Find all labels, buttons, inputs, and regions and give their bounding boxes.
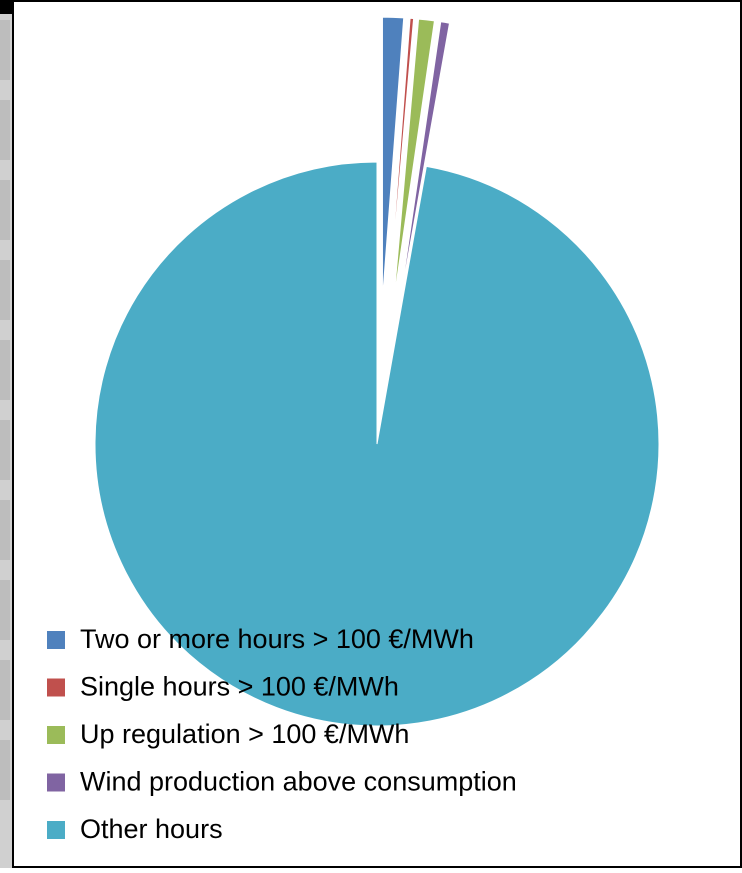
legend-label: Two or more hours > 100 €/MWh [80, 624, 474, 654]
pie [94, 16, 660, 727]
legend-swatch [47, 821, 65, 839]
legend-label: Up regulation > 100 €/MWh [80, 719, 409, 749]
legend-swatch [47, 773, 65, 792]
pie-slice [94, 161, 660, 727]
pie-slice [399, 21, 451, 301]
pie-slice [381, 16, 405, 300]
legend-swatch [47, 726, 65, 744]
side-cells [0, 20, 10, 800]
legend-swatch [47, 678, 65, 697]
pie-slice [388, 17, 415, 300]
legend: Two or more hours > 100 €/MWh Single hour… [47, 624, 517, 844]
legend-label: Single hours > 100 €/MWh [80, 672, 399, 702]
legend-swatch [47, 631, 65, 649]
legend-label: Wind production above consumption [80, 767, 517, 797]
legend-label: Other hours [80, 814, 223, 844]
pie-slice [393, 18, 435, 301]
